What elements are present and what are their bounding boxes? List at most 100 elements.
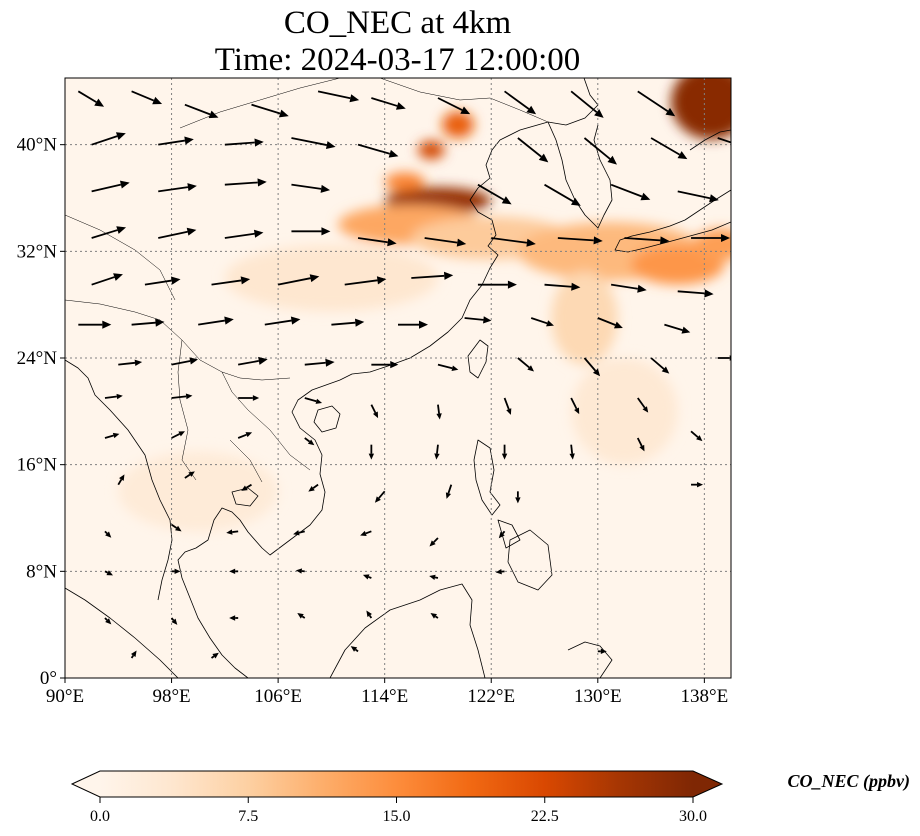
wind-arrow — [495, 568, 505, 575]
wind-arrow — [224, 138, 264, 147]
wind-arrow — [429, 574, 439, 580]
coastline-luzon — [473, 439, 501, 516]
wind-arrow — [501, 444, 508, 460]
wind-arrow — [158, 183, 197, 193]
map-axes: 90°E 98°E 106°E 114°E 122°E 130°E 138°E 0° 8°N 16… — [17, 135, 729, 707]
colorbar-tick-label: 7.5 — [238, 808, 258, 825]
wind-arrow — [158, 227, 197, 239]
coastline-borneo — [329, 583, 486, 678]
colorbar-tick-label: 30.0 — [679, 808, 707, 825]
wind-arrow — [477, 183, 512, 205]
wind-arrow — [664, 323, 691, 334]
wind-arrow — [424, 237, 467, 247]
wind-arrow — [229, 615, 239, 621]
wind-arrow — [491, 237, 536, 247]
concentration-blob — [671, 78, 731, 140]
wind-arrow — [350, 646, 359, 653]
wind-arrow — [291, 227, 331, 236]
wind-arrow — [241, 483, 252, 491]
wind-arrow — [650, 357, 670, 374]
wind-arrow — [371, 97, 406, 110]
wind-arrow — [636, 437, 645, 452]
wind-arrow — [597, 648, 607, 655]
coastline-japan — [614, 189, 731, 253]
wind-arrow — [277, 274, 320, 286]
wind-arrow — [91, 226, 127, 239]
wind-arrow — [171, 357, 199, 366]
wind-arrow — [544, 282, 581, 291]
wind-arrow — [293, 530, 305, 536]
wind-arrow — [91, 273, 123, 286]
coastline-hainan — [313, 405, 341, 433]
wind-arrow — [445, 484, 453, 499]
wind-arrow — [304, 397, 323, 404]
wind-arrow — [104, 530, 112, 538]
lat-tick-label: 0° — [40, 668, 57, 689]
wind-arrow — [210, 652, 219, 659]
wind-arrow — [237, 432, 253, 439]
wind-arrow — [291, 183, 331, 193]
wind-arrow — [583, 137, 617, 165]
wind-arrow — [691, 233, 731, 243]
wind-arrow — [229, 568, 239, 575]
concentration-blob — [571, 358, 678, 465]
coastline-mainland — [177, 78, 599, 678]
wind-arrow — [368, 444, 375, 460]
coastline-sumatra — [65, 587, 179, 678]
wind-arrow — [370, 404, 379, 419]
wind-arrow — [304, 437, 315, 446]
colorbar-label: CO_NEC (ppbv) — [788, 771, 911, 792]
wind-arrow — [530, 317, 554, 327]
wind-arrow — [317, 90, 360, 103]
wind-arrow — [184, 103, 219, 119]
wind-arrow — [557, 236, 603, 245]
concentration-blob — [417, 140, 445, 160]
lat-tick-label: 24°N — [17, 348, 58, 369]
wind-arrow — [130, 650, 137, 659]
wind-arrow — [198, 316, 234, 326]
coastline-hokkaido — [689, 129, 731, 151]
wind-arrow — [357, 237, 397, 247]
lat-tick-label: 8°N — [26, 561, 57, 582]
wind-arrow — [251, 103, 289, 118]
wind-arrow — [224, 178, 267, 187]
wind-arrow — [464, 316, 492, 324]
wind-arrow — [691, 481, 704, 488]
wind-arrow — [226, 529, 239, 535]
wind-arrow — [544, 183, 581, 206]
wind-arrow — [366, 610, 373, 619]
wind-arrow — [308, 483, 319, 492]
concentration-blob — [384, 172, 425, 192]
wind-arrow — [344, 276, 387, 286]
wind-arrow — [637, 397, 649, 413]
wind-arrow — [237, 356, 268, 366]
lon-tick-label: 122°E — [467, 686, 515, 707]
wind-arrow — [144, 276, 181, 286]
wind-arrow — [264, 316, 301, 326]
wind-arrow — [477, 280, 517, 289]
wind-arrow — [498, 530, 506, 539]
wind-arrow — [517, 137, 549, 163]
chart-title: CO_NEC at 4km — [283, 5, 512, 41]
wind-arrow — [398, 320, 428, 329]
wind-arrow — [104, 393, 123, 400]
wind-arrow — [637, 90, 676, 117]
lat-tick-label: 32°N — [17, 241, 58, 262]
wind-arrow — [297, 613, 306, 619]
wind-arrow — [517, 357, 535, 372]
wind-arrow — [295, 568, 305, 574]
wind-arrow — [331, 318, 365, 327]
wind-arrow — [570, 397, 580, 415]
wind-arrow — [117, 474, 125, 486]
wind-arrow — [650, 137, 688, 160]
lat-tick-label: 40°N — [17, 135, 58, 156]
colorbar-gradient — [100, 771, 693, 797]
wind-arrow — [184, 471, 195, 479]
wind-arrow — [371, 361, 399, 369]
colorbar-min-extend — [72, 771, 100, 797]
lon-tick-label: 114°E — [361, 686, 408, 707]
wind-arrow — [171, 523, 182, 532]
wind-arrow — [171, 393, 193, 400]
lon-tick-label: 138°E — [681, 686, 729, 707]
